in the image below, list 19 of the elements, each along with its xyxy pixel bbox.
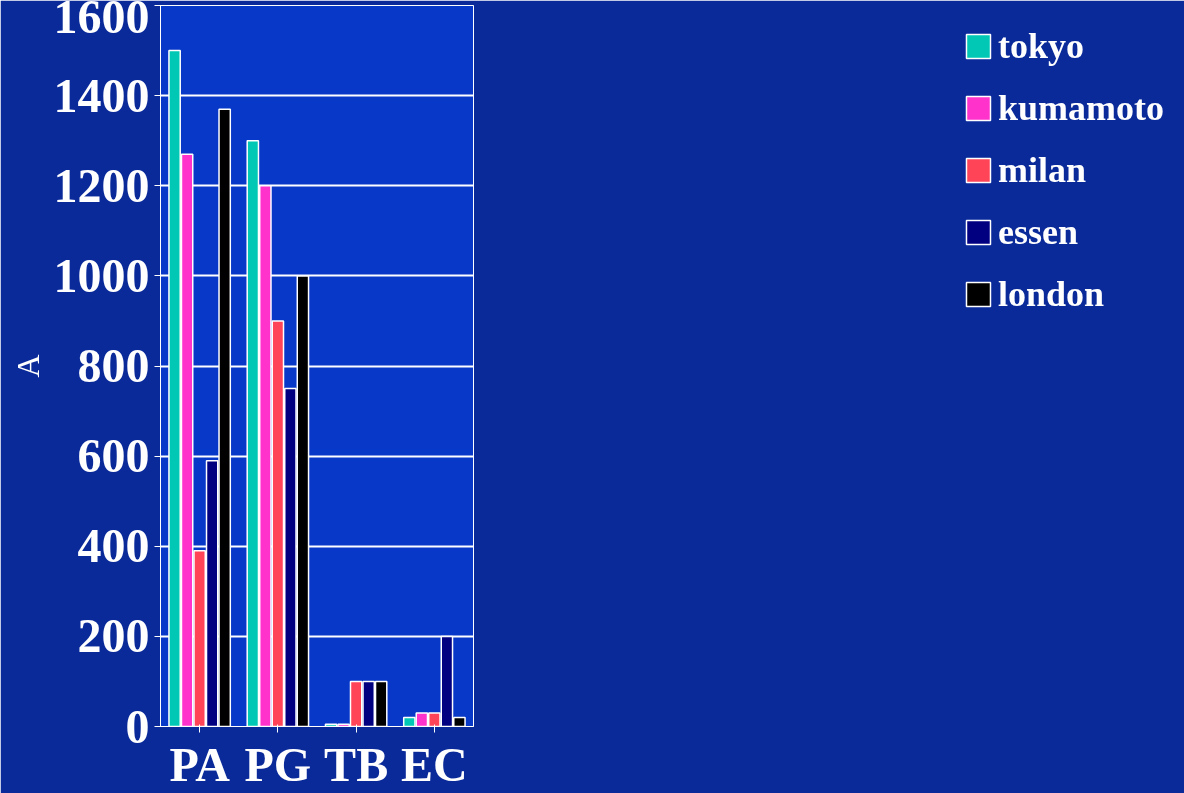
y-tick-label: 200 xyxy=(77,609,150,663)
x-tick-label: EC xyxy=(401,737,468,791)
legend-label: tokyo xyxy=(997,25,1084,67)
y-axis-title: A xyxy=(9,354,46,378)
y-tick-label: 1200 xyxy=(53,158,150,212)
legend-label: london xyxy=(997,273,1105,315)
legend-label: milan xyxy=(997,149,1086,191)
y-tick-label: 1400 xyxy=(53,68,150,122)
legend-label: essen xyxy=(997,211,1078,253)
y-tick-label: 600 xyxy=(77,429,150,483)
y-tick-label: 400 xyxy=(77,519,150,573)
y-tick-label: 800 xyxy=(77,339,150,392)
x-tick-label: PG xyxy=(244,737,312,791)
y-tick-label: 0 xyxy=(125,699,150,753)
y-tick-label: 1600 xyxy=(53,0,150,43)
x-tick-label: TB xyxy=(324,737,389,791)
legend-label: kumamoto xyxy=(997,87,1164,129)
y-tick-label: 1000 xyxy=(53,248,150,302)
x-tick-label: PA xyxy=(169,737,231,791)
